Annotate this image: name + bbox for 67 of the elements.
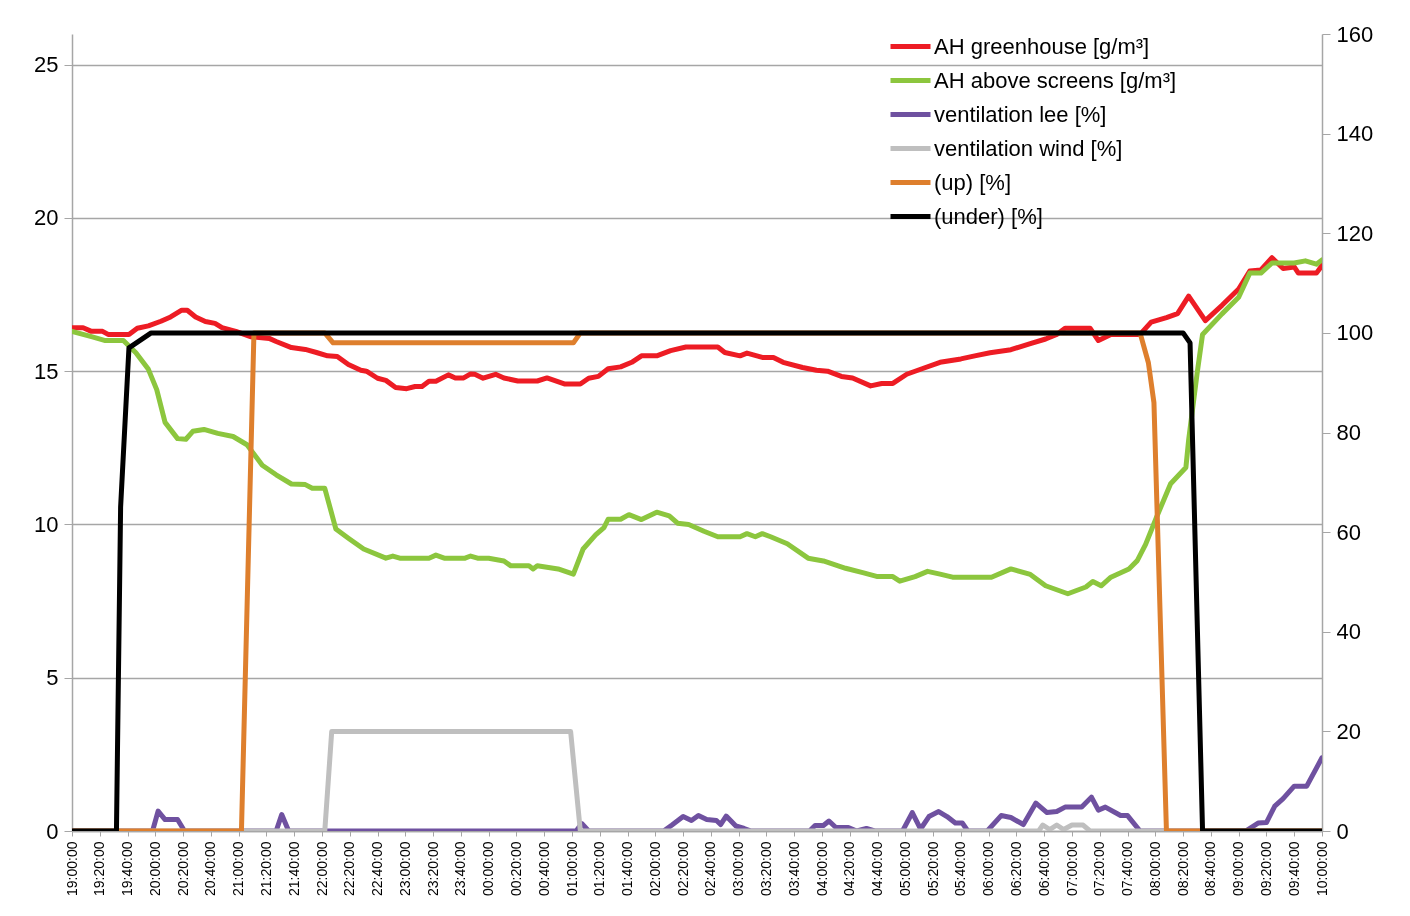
x-tick-label: 22:00:00 <box>313 841 330 896</box>
y-tick-label: 5 <box>46 665 59 691</box>
y2-tick-label: 120 <box>1336 220 1374 246</box>
x-tick-label: 06:00:00 <box>980 841 997 896</box>
x-tick-label: 09:00:00 <box>1230 841 1247 896</box>
x-tick-label: 20:20:00 <box>174 841 191 896</box>
x-tick-label: 00:40:00 <box>535 841 552 896</box>
x-tick-label: 01:20:00 <box>591 841 608 896</box>
y2-tick-label: 0 <box>1336 818 1349 844</box>
y2-tick-label: 140 <box>1336 121 1374 147</box>
x-tick-label: 05:00:00 <box>896 841 913 896</box>
x-tick-label: 09:40:00 <box>1285 841 1302 896</box>
x-tick-label: 07:00:00 <box>1063 841 1080 896</box>
x-tick-label: 00:20:00 <box>507 841 524 896</box>
legend-label: (up) [%] <box>934 169 1012 195</box>
y-tick-label: 15 <box>34 358 59 384</box>
x-tick-label: 07:40:00 <box>1119 841 1136 896</box>
x-tick-label: 19:40:00 <box>119 841 136 896</box>
x-tick-label: 21:20:00 <box>257 841 274 896</box>
x-tick-label: 02:40:00 <box>702 841 719 896</box>
x-tick-label: 03:20:00 <box>757 841 774 896</box>
x-tick-label: 21:40:00 <box>285 841 302 896</box>
y-tick-label: 10 <box>34 511 59 537</box>
y2-tick-label: 80 <box>1336 420 1361 445</box>
legend-label: ventilation lee [%] <box>934 101 1107 127</box>
x-tick-label: 23:20:00 <box>424 841 441 896</box>
x-tick-label: 03:00:00 <box>730 841 747 896</box>
x-tick-label: 05:40:00 <box>952 841 969 896</box>
x-tick-label: 02:00:00 <box>646 841 663 896</box>
y-tick-label: 20 <box>34 205 59 231</box>
y2-tick-label: 100 <box>1336 320 1374 346</box>
x-tick-label: 05:20:00 <box>924 841 941 896</box>
x-tick-label: 22:40:00 <box>369 841 386 896</box>
y2-tick-label: 40 <box>1336 619 1361 645</box>
x-tick-label: 19:20:00 <box>91 841 108 896</box>
x-tick-label: 22:20:00 <box>341 841 358 896</box>
x-tick-label: 20:00:00 <box>146 841 163 896</box>
y-tick-label: 0 <box>46 818 59 844</box>
x-tick-label: 01:00:00 <box>563 841 580 896</box>
x-tick-label: 00:00:00 <box>480 841 497 896</box>
legend-label: ventilation wind [%] <box>934 135 1123 161</box>
x-tick-label: 08:00:00 <box>1146 841 1163 896</box>
x-tick-label: 19:00:00 <box>63 841 80 896</box>
y-tick-label: 25 <box>34 52 59 78</box>
x-tick-label: 06:20:00 <box>1007 841 1024 896</box>
x-tick-label: 21:00:00 <box>230 841 247 896</box>
x-tick-label: 10:00:00 <box>1313 841 1330 896</box>
x-tick-label: 04:40:00 <box>869 841 886 896</box>
x-tick-label: 04:20:00 <box>841 841 858 896</box>
x-tick-label: 23:40:00 <box>452 841 469 896</box>
x-tick-label: 04:00:00 <box>813 841 830 896</box>
x-tick-label: 08:40:00 <box>1202 841 1219 896</box>
x-tick-label: 20:40:00 <box>202 841 219 896</box>
x-tick-label: 08:20:00 <box>1174 841 1191 896</box>
x-tick-label: 03:40:00 <box>785 841 802 896</box>
x-tick-label: 02:20:00 <box>674 841 691 896</box>
legend-label: (under) [%] <box>934 203 1043 229</box>
x-tick-label: 07:20:00 <box>1091 841 1108 896</box>
x-tick-label: 23:00:00 <box>396 841 413 896</box>
y2-tick-label: 160 <box>1336 21 1374 47</box>
y2-tick-label: 60 <box>1336 519 1361 545</box>
y2-tick-label: 20 <box>1336 718 1361 744</box>
legend-label: AH greenhouse [g/m³] <box>934 33 1150 59</box>
x-tick-label: 09:20:00 <box>1257 841 1274 896</box>
x-tick-label: 06:40:00 <box>1035 841 1052 896</box>
legend-label: AH above screens [g/m³] <box>934 67 1177 93</box>
x-tick-label: 01:40:00 <box>619 841 636 896</box>
